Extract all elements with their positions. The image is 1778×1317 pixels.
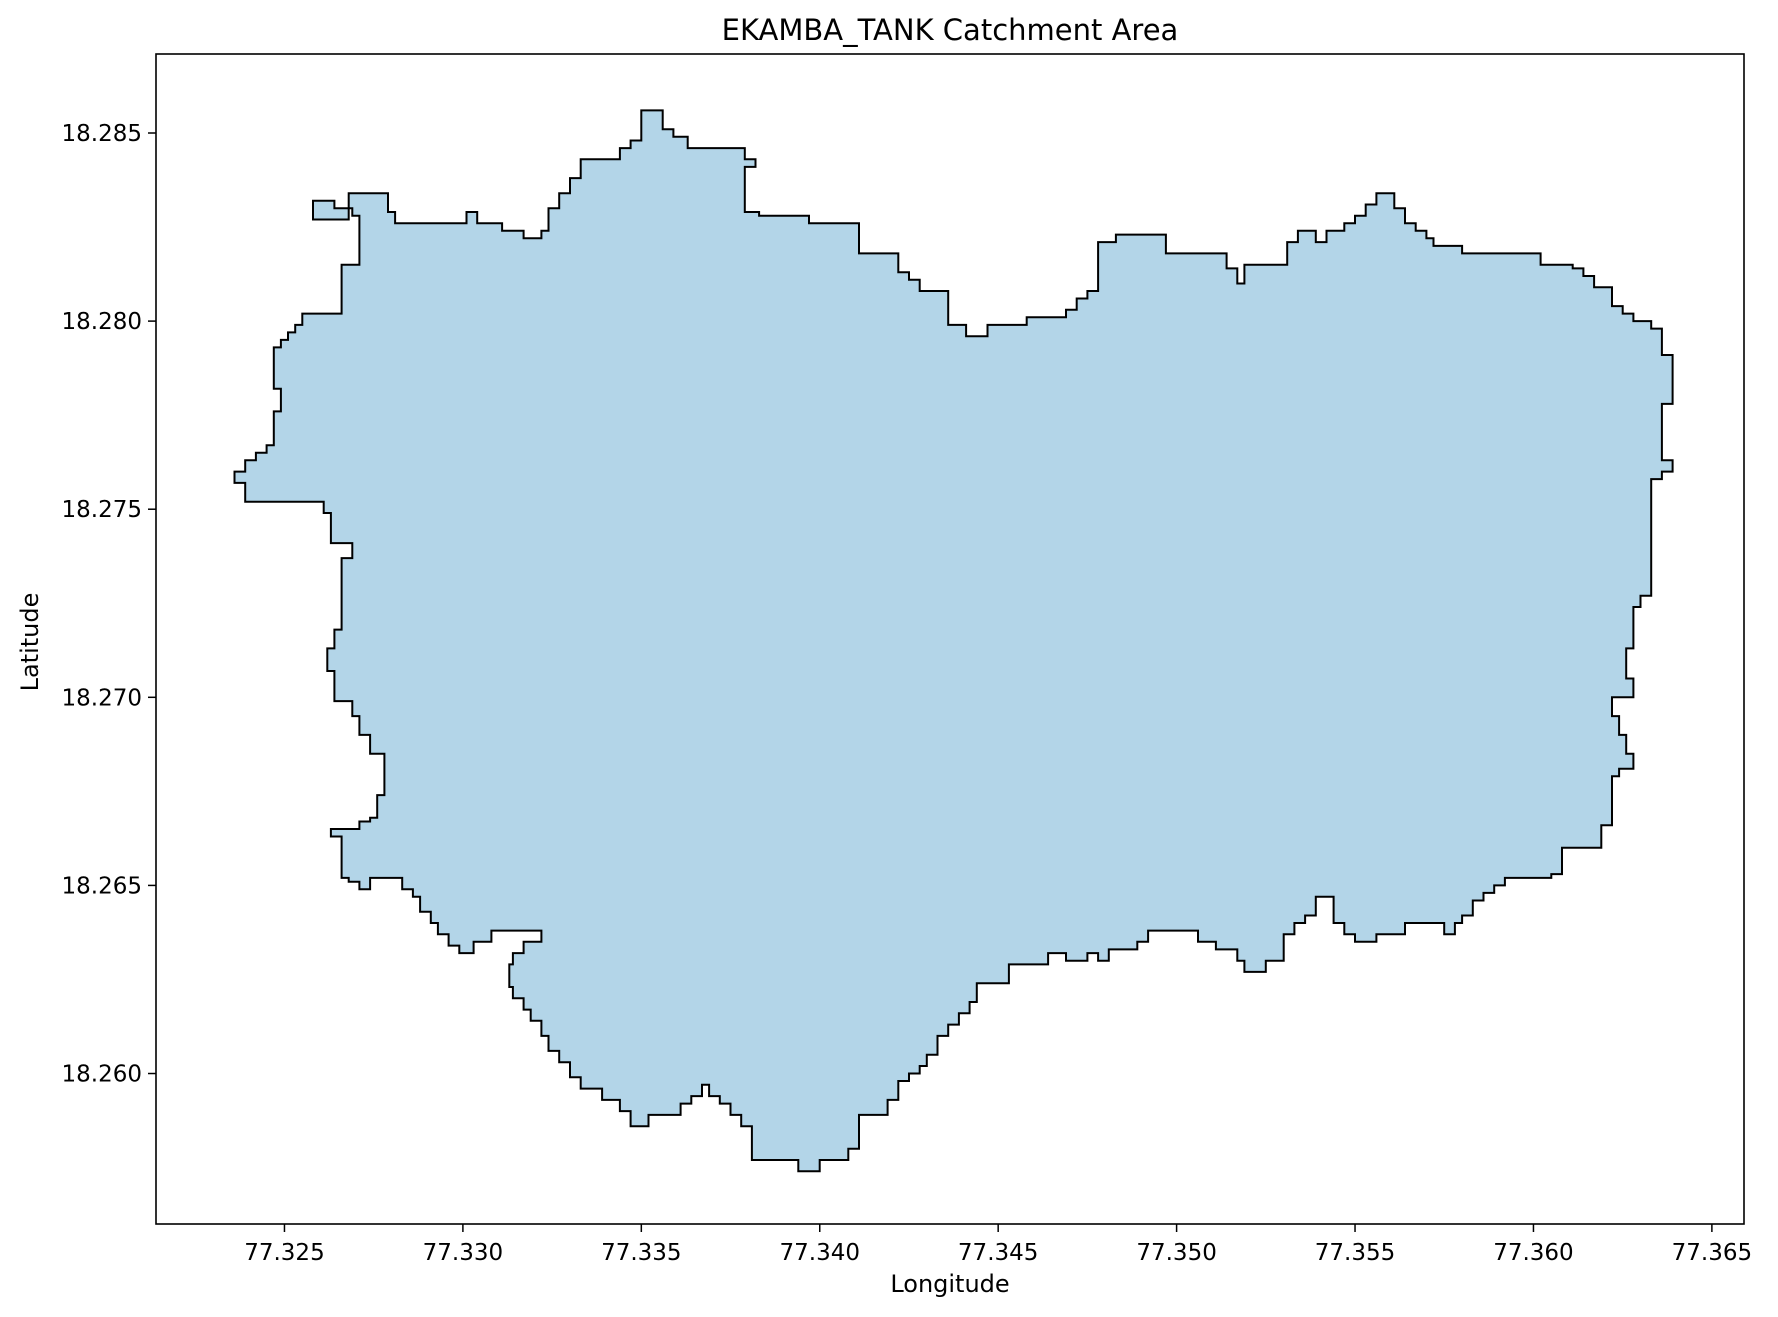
- y-tick-label: 18.260: [62, 1062, 142, 1088]
- x-tick-label: 77.365: [1672, 1240, 1752, 1266]
- y-tick-label: 18.265: [62, 873, 142, 899]
- x-tick-label: 77.355: [1315, 1240, 1395, 1266]
- x-tick-label: 77.330: [423, 1240, 503, 1266]
- y-axis-title: Latitude: [16, 593, 44, 692]
- y-axis: 18.260 18.265 18.270 18.275 18.280 18.285: [62, 121, 156, 1088]
- catchment-boundary: [233, 109, 1674, 1173]
- x-tick-label: 77.340: [780, 1240, 860, 1266]
- catchment-area: [233, 109, 1674, 1173]
- y-tick-label: 18.285: [62, 121, 142, 147]
- y-tick-label: 18.270: [62, 685, 142, 711]
- x-tick-label: 77.325: [244, 1240, 324, 1266]
- x-tick-label: 77.345: [958, 1240, 1038, 1266]
- chart-title: EKAMBA_TANK Catchment Area: [722, 13, 1179, 47]
- axes-frame: [155, 53, 1745, 1225]
- x-axis-title: Longitude: [890, 1270, 1009, 1298]
- x-tick-label: 77.335: [601, 1240, 681, 1266]
- y-tick-label: 18.275: [62, 497, 142, 523]
- y-tick-label: 18.280: [62, 309, 142, 335]
- x-axis: 77.325 77.330 77.335 77.340 77.345 77.350 77.3…: [244, 1224, 1752, 1266]
- x-tick-label: 77.360: [1493, 1240, 1573, 1266]
- x-tick-label: 77.350: [1136, 1240, 1216, 1266]
